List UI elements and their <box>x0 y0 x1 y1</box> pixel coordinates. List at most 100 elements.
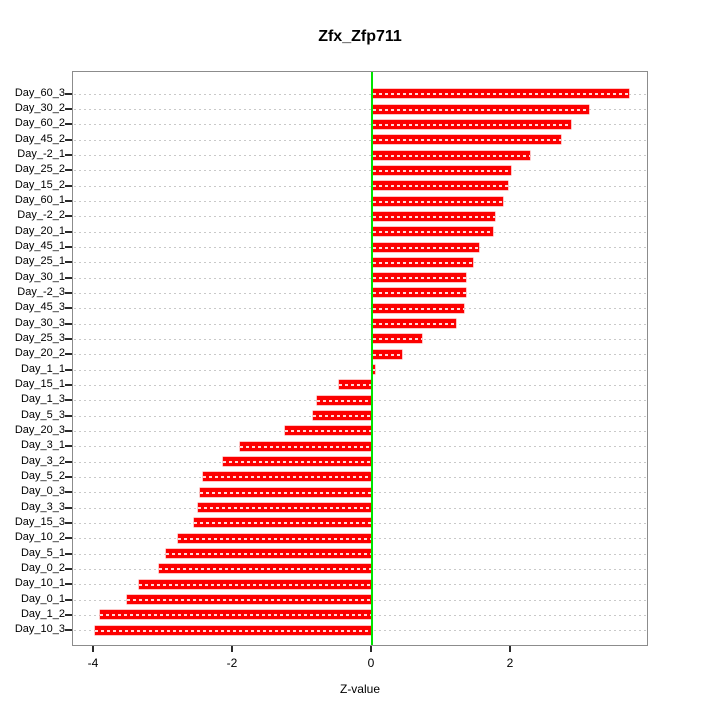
y-axis-tick <box>65 292 72 294</box>
y-axis-label: Day_25_3 <box>14 332 65 344</box>
bar-Day_3_2 <box>223 457 371 466</box>
y-axis-tick <box>65 415 72 417</box>
y-axis-label: Day_45_1 <box>14 240 65 252</box>
y-axis-tick <box>65 568 72 570</box>
bar-Day_5_3 <box>313 411 371 420</box>
x-axis-tick-label: -2 <box>226 656 238 670</box>
y-axis-tick <box>65 277 72 279</box>
y-axis-tick <box>65 491 72 493</box>
bar-Day_30_2 <box>373 105 589 114</box>
y-axis-tick <box>65 430 72 432</box>
y-axis-tick <box>65 553 72 555</box>
y-axis-tick <box>65 369 72 371</box>
gridline <box>74 155 646 156</box>
gridline <box>74 247 646 248</box>
gridline <box>74 354 646 355</box>
gridline <box>74 339 646 340</box>
y-axis-label: Day_60_1 <box>14 194 65 206</box>
gridline <box>74 324 646 325</box>
y-axis-tick <box>65 215 72 217</box>
bar-Day_15_1 <box>339 380 371 389</box>
y-axis-label: Day_60_2 <box>14 117 65 129</box>
y-axis-label: Day_20_2 <box>14 347 65 359</box>
y-axis-label: Day_30_1 <box>14 271 65 283</box>
bar-Day_10_2 <box>178 534 371 543</box>
y-axis-label: Day_0_3 <box>20 485 65 497</box>
bar-Day_-2_1 <box>373 151 530 160</box>
y-axis-label: Day_30_2 <box>14 102 65 114</box>
bar-Day_60_3 <box>373 89 629 98</box>
bar-Day_3_3 <box>198 503 371 512</box>
y-axis-label: Day_0_2 <box>20 562 65 574</box>
y-axis-label: Day_45_3 <box>14 301 65 313</box>
y-axis-label: Day_15_3 <box>14 516 65 528</box>
y-axis-tick <box>65 169 72 171</box>
y-axis-tick <box>65 537 72 539</box>
y-axis-label: Day_45_2 <box>14 133 65 145</box>
y-axis-label: Day_-2_3 <box>17 286 65 298</box>
y-axis-tick <box>65 338 72 340</box>
gridline <box>74 308 646 309</box>
gridline <box>74 370 646 371</box>
y-axis-label: Day_3_1 <box>20 439 65 451</box>
bar-Day_-2_2 <box>373 212 495 221</box>
bar-Day_5_1 <box>166 549 371 558</box>
y-axis-label: Day_15_2 <box>14 179 65 191</box>
gridline <box>74 293 646 294</box>
y-axis-tick <box>65 614 72 616</box>
bar-Day_20_1 <box>373 227 493 236</box>
bar-Day_3_1 <box>240 442 371 451</box>
bar-Day_0_1 <box>127 595 371 604</box>
gridline <box>74 186 646 187</box>
y-axis-tick <box>65 200 72 202</box>
x-axis-tick-label: 0 <box>367 656 375 670</box>
y-axis-tick <box>65 154 72 156</box>
bar-Day_-2_3 <box>373 288 466 297</box>
bar-Day_30_1 <box>373 273 466 282</box>
gridline <box>74 94 646 95</box>
zero-reference-line <box>371 72 373 645</box>
y-axis-label: Day_3_2 <box>20 455 65 467</box>
bar-Day_25_2 <box>373 166 511 175</box>
y-axis-label: Day_60_3 <box>14 87 65 99</box>
y-axis-label: Day_20_3 <box>14 424 65 436</box>
gridline <box>74 201 646 202</box>
gridline <box>74 232 646 233</box>
y-axis-tick <box>65 139 72 141</box>
y-axis-label: Day_5_1 <box>20 547 65 559</box>
gridline <box>74 109 646 110</box>
y-axis-label: Day_20_1 <box>14 225 65 237</box>
bar-Day_20_3 <box>285 426 371 435</box>
bar-Day_15_2 <box>373 181 508 190</box>
gridline <box>74 262 646 263</box>
bar-Day_45_3 <box>373 304 464 313</box>
y-axis-tick <box>65 246 72 248</box>
x-axis-tick <box>92 646 94 652</box>
bar-Day_30_3 <box>373 319 456 328</box>
bar-Day_25_1 <box>373 258 473 267</box>
gridline <box>74 216 646 217</box>
bar-Day_0_2 <box>159 564 371 573</box>
y-axis-tick <box>65 353 72 355</box>
y-axis-tick <box>65 261 72 263</box>
y-axis-label: Day_5_3 <box>20 409 65 421</box>
bar-Day_60_1 <box>373 197 503 206</box>
y-axis-tick <box>65 476 72 478</box>
y-axis-label: Day_-2_1 <box>17 148 65 160</box>
bar-Day_45_2 <box>373 135 561 144</box>
y-axis-tick <box>65 323 72 325</box>
bar-Day_20_2 <box>373 350 402 359</box>
y-axis-tick <box>65 522 72 524</box>
bar-Day_1_2 <box>100 610 371 619</box>
gridline <box>74 278 646 279</box>
y-axis-tick <box>65 231 72 233</box>
x-axis-tick <box>370 646 372 652</box>
plot-area: Day_60_3 Day_30_2 Day_60_2 Day_45_2 Day_-2_1… <box>15 71 648 670</box>
bar-Day_1_3 <box>317 396 371 405</box>
y-axis-tick <box>65 399 72 401</box>
bar-Day_15_3 <box>194 518 371 527</box>
y-axis-tick <box>65 185 72 187</box>
y-axis-label: Day_25_1 <box>14 255 65 267</box>
y-axis-label: Day_25_2 <box>14 163 65 175</box>
bar-Day_1_1 <box>373 365 375 374</box>
